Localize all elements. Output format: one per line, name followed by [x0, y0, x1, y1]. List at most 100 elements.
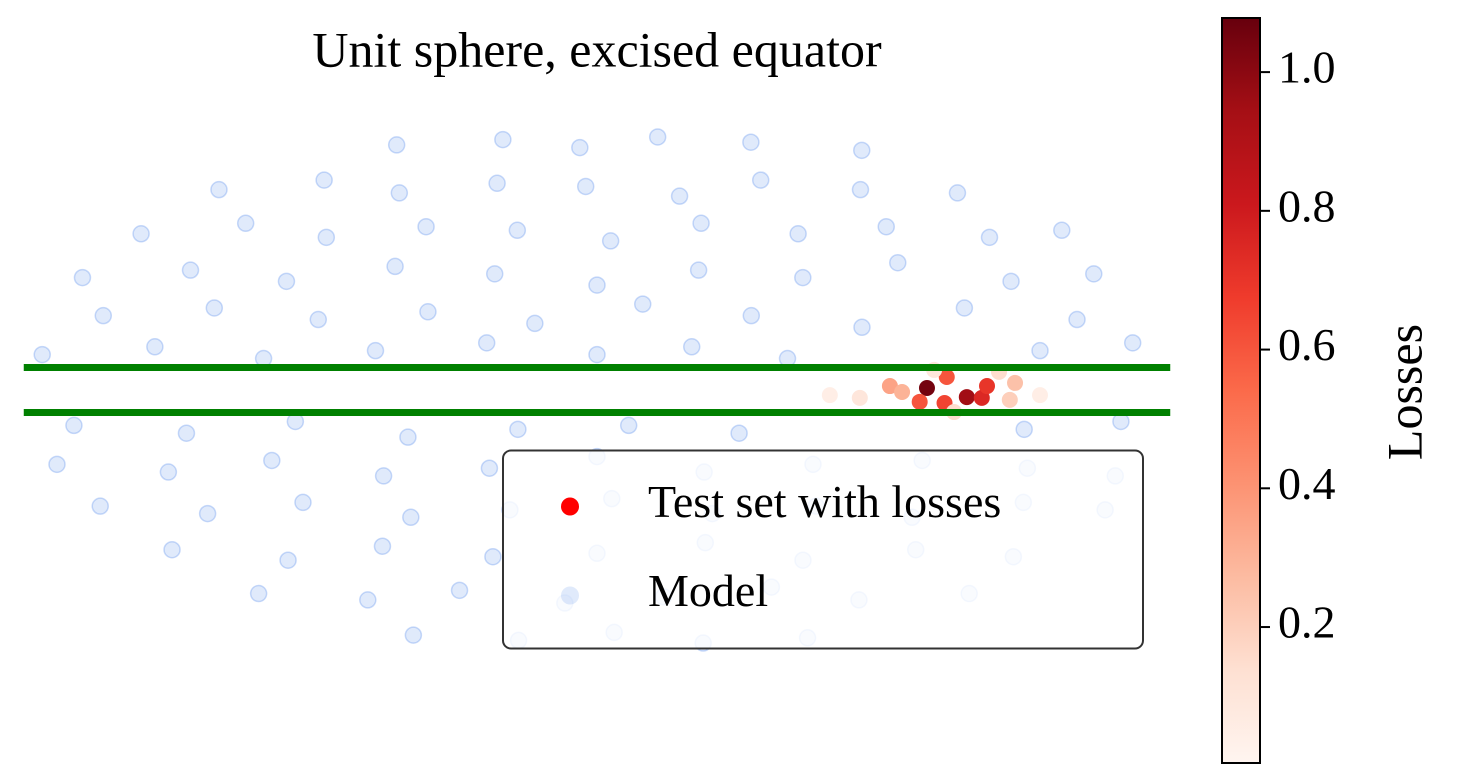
- model-point: [889, 253, 907, 272]
- model-point: [294, 493, 312, 512]
- model-point: [163, 540, 181, 559]
- model-point: [576, 177, 595, 196]
- model-point: [601, 232, 620, 250]
- model-point: [948, 184, 967, 202]
- model-point: [146, 338, 164, 356]
- model-point: [417, 217, 435, 236]
- model-point: [48, 455, 66, 474]
- test-point: [918, 380, 935, 397]
- model-point: [648, 128, 667, 146]
- model-point: [1031, 341, 1049, 360]
- model-point: [419, 303, 437, 321]
- model-point: [1123, 334, 1142, 352]
- model-point: [692, 214, 710, 233]
- model-point: [633, 295, 652, 313]
- model-point: [279, 551, 297, 569]
- test-point: [851, 389, 868, 406]
- model-point: [689, 261, 708, 279]
- test-point: [881, 378, 898, 395]
- model-point: [404, 626, 423, 644]
- model-point: [730, 424, 748, 442]
- model-point: [509, 420, 527, 439]
- model-point: [619, 416, 638, 435]
- model-point: [263, 451, 281, 470]
- model-point: [477, 334, 496, 352]
- model-point: [508, 221, 527, 240]
- model-point: [249, 584, 268, 603]
- model-point: [588, 276, 606, 294]
- colorbar-label: Losses: [1376, 324, 1432, 460]
- test-point: [1031, 387, 1048, 404]
- legend-box: [502, 449, 1144, 650]
- legend-marker: [561, 497, 579, 516]
- model-point: [402, 508, 420, 527]
- test-point: [1001, 391, 1018, 408]
- model-point: [494, 130, 512, 149]
- model-point: [94, 306, 113, 325]
- model-point: [387, 136, 406, 154]
- test-point: [979, 378, 996, 395]
- test-point: [938, 368, 955, 385]
- model-point: [181, 261, 200, 279]
- model-point: [73, 268, 92, 287]
- model-point: [851, 180, 870, 199]
- model-point: [670, 187, 689, 205]
- colorbar-tick-label: 0.2: [1278, 597, 1336, 648]
- legend-label: Model: [648, 565, 768, 616]
- model-point: [450, 581, 469, 600]
- model-point: [1002, 272, 1020, 291]
- model-point: [159, 463, 178, 481]
- model-point: [386, 257, 404, 276]
- test-point: [958, 389, 975, 406]
- model-point: [526, 314, 544, 333]
- model-point: [485, 265, 504, 283]
- model-point: [373, 537, 392, 555]
- model-point: [65, 416, 83, 435]
- model-point: [390, 184, 409, 202]
- test-point: [821, 387, 838, 404]
- model-point: [374, 467, 393, 485]
- model-point: [236, 214, 255, 233]
- legend-label: Test set with losses: [648, 476, 1001, 527]
- model-point: [588, 345, 606, 364]
- model-point: [33, 345, 51, 364]
- model-point: [980, 228, 999, 247]
- model-point: [480, 459, 499, 477]
- model-point: [1085, 265, 1103, 283]
- model-point: [571, 138, 589, 157]
- model-point: [853, 318, 871, 337]
- model-point: [1068, 310, 1086, 329]
- model-point: [742, 133, 760, 151]
- test-point: [894, 383, 911, 400]
- model-point: [359, 591, 377, 609]
- test-point: [911, 393, 928, 410]
- model-point: [877, 217, 895, 236]
- model-point: [205, 299, 224, 317]
- model-point: [366, 341, 385, 360]
- model-point: [488, 174, 506, 193]
- model-point: [315, 171, 333, 189]
- model-point: [132, 225, 150, 243]
- model-point: [91, 497, 109, 515]
- model-point: [682, 338, 701, 356]
- model-point: [317, 228, 336, 247]
- model-point: [1015, 420, 1033, 439]
- model-point: [198, 504, 217, 523]
- model-point: [399, 428, 417, 446]
- model-point: [1053, 221, 1071, 240]
- colorbar-tick-label: 1.0: [1278, 42, 1336, 93]
- model-point: [751, 171, 770, 189]
- colorbar: [1221, 17, 1261, 764]
- colorbar-tick-label: 0.4: [1278, 458, 1336, 509]
- model-point: [210, 180, 228, 199]
- test-point: [1007, 374, 1024, 391]
- model-point: [177, 424, 196, 442]
- chart-title: Unit sphere, excised equator: [312, 21, 882, 77]
- colorbar-tick-label: 0.8: [1278, 180, 1336, 231]
- model-point: [955, 299, 974, 317]
- model-point: [277, 272, 296, 291]
- legend-marker: [561, 586, 579, 605]
- colorbar-tick-label: 0.6: [1278, 319, 1336, 370]
- model-point: [794, 268, 812, 287]
